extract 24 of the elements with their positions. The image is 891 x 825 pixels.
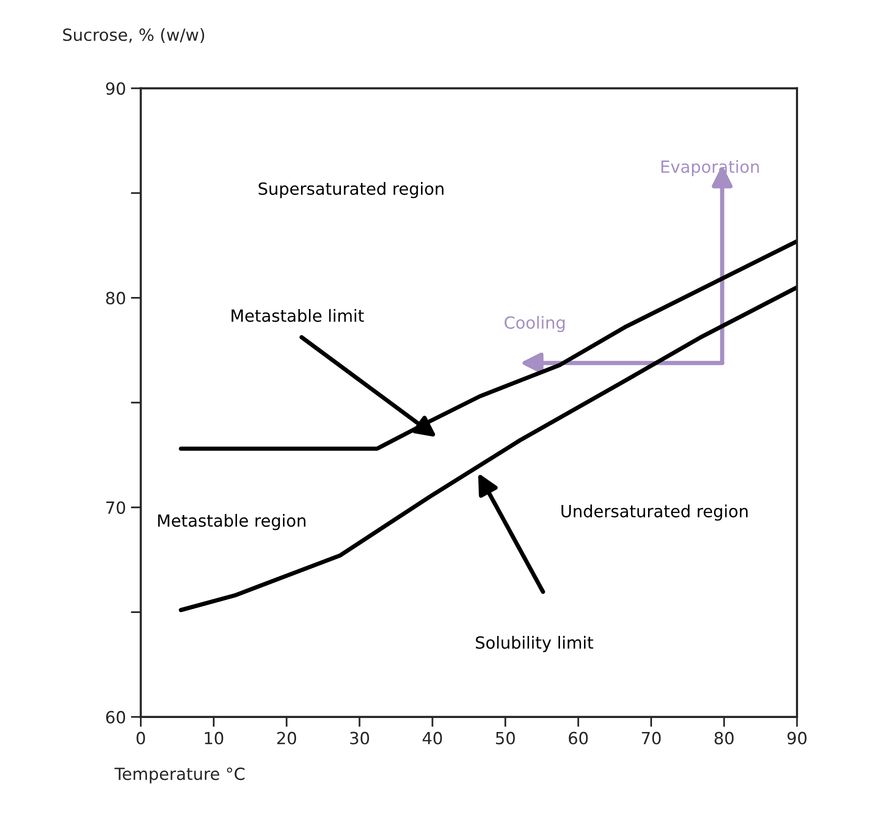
y-axis-title: Sucrose, % (w/w) — [63, 28, 204, 43]
annotation: Metastable region — [158, 514, 306, 530]
x-axis-title: Temperature °C — [114, 768, 244, 784]
annotation: Solubility limit — [476, 636, 594, 652]
x-tick-label: 10 — [204, 732, 224, 744]
annotation: Undersaturated region — [562, 504, 748, 521]
x-tick-label: 90 — [787, 732, 806, 744]
y-tick-label: 60 — [106, 710, 126, 724]
annotation: Cooling — [504, 316, 565, 332]
annotation: Metastable limit — [232, 309, 364, 322]
x-tick-label: 70 — [642, 732, 661, 744]
x-tick-label: 20 — [277, 732, 296, 744]
annotation: Supersaturated region — [258, 182, 444, 198]
x-tick-label: 80 — [714, 732, 734, 744]
x-tick-label: 30 — [350, 732, 370, 744]
line-series — [178, 239, 797, 451]
y-tick-label: 80 — [106, 292, 126, 304]
x-tick-label: 40 — [422, 732, 442, 744]
annotation: Evaporation — [661, 160, 759, 176]
y-tick-label: 70 — [106, 501, 126, 514]
x-tick-label: 50 — [496, 732, 515, 744]
x-tick-label: 0 — [136, 732, 145, 744]
y-tick-label: 90 — [106, 82, 126, 95]
x-tick-label: 60 — [568, 732, 588, 744]
